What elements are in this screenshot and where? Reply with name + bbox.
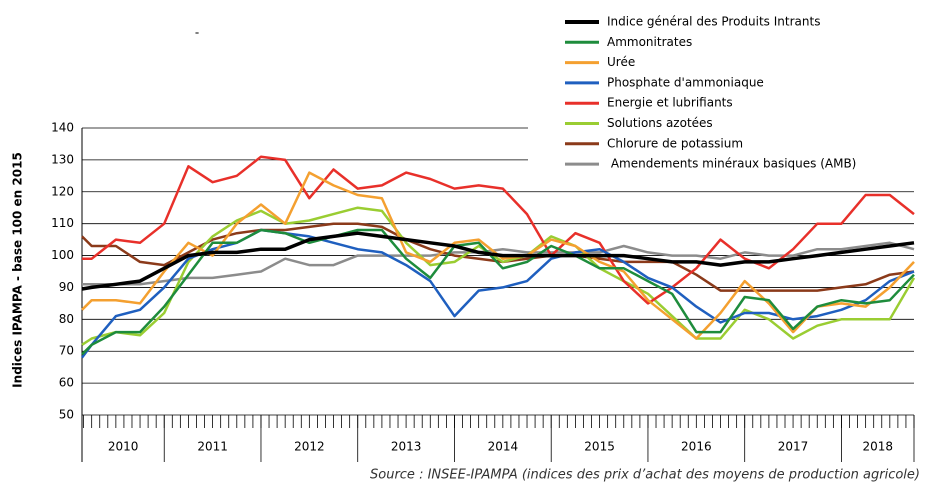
y-tick-label: 120 bbox=[51, 184, 74, 198]
series-line bbox=[81, 231, 915, 291]
legend-label: Chlorure de potassium bbox=[607, 136, 743, 150]
y-tick-label: 80 bbox=[59, 312, 74, 326]
legend-label: Urée bbox=[607, 55, 635, 69]
y-axis-label: Indices IPAMPA - base 100 en 2015 bbox=[11, 152, 25, 388]
y-tick-label: 100 bbox=[51, 248, 74, 262]
y-tick-label: 140 bbox=[51, 121, 74, 135]
x-tick-label: 2015 bbox=[584, 440, 615, 454]
x-tick-label: 2011 bbox=[197, 440, 228, 454]
y-tick-label: 60 bbox=[59, 376, 74, 390]
series-line bbox=[82, 155, 915, 305]
x-tick-label: 2016 bbox=[681, 440, 712, 454]
source-note: Source : INSEE-IPAMPA (indices des prix … bbox=[370, 468, 920, 483]
x-tick-label: 2014 bbox=[488, 440, 519, 454]
x-tick-label: 2010 bbox=[108, 440, 139, 454]
legend-label: Amendements minéraux basiques (AMB) bbox=[607, 157, 856, 171]
legend-label: Indice général des Produits Intrants bbox=[607, 15, 820, 29]
y-tick-label: 50 bbox=[59, 408, 74, 422]
x-tick-label: 2012 bbox=[294, 440, 325, 454]
y-tick-label: 130 bbox=[51, 152, 74, 166]
legend-label: Ammonitrates bbox=[607, 35, 692, 49]
legend-label: Energie et lubrifiants bbox=[607, 96, 733, 110]
legend-background bbox=[528, 8, 925, 185]
series-line bbox=[82, 241, 915, 286]
x-tick-label: 2017 bbox=[778, 440, 809, 454]
chart-subtitle: - bbox=[195, 26, 199, 40]
x-tick-label: 2018 bbox=[862, 440, 893, 454]
legend-label: Solutions azotées bbox=[607, 116, 713, 130]
series-line bbox=[81, 222, 915, 292]
legend-label: Phosphate d'ammoniaque bbox=[607, 75, 764, 89]
y-tick-label: 90 bbox=[59, 280, 74, 294]
y-tick-label: 110 bbox=[51, 216, 74, 230]
series-line bbox=[81, 228, 915, 359]
x-tick-label: 2013 bbox=[391, 440, 422, 454]
y-tick-label: 70 bbox=[59, 344, 74, 358]
